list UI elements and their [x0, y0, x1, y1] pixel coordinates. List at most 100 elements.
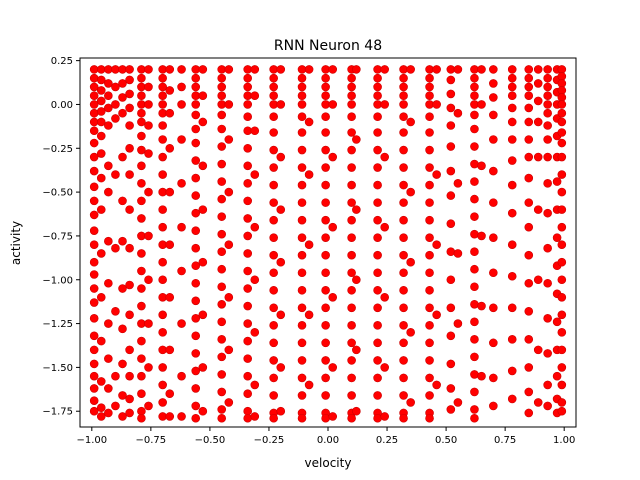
data-point [552, 371, 562, 381]
data-point [125, 170, 134, 179]
data-point [432, 310, 441, 320]
data-point [165, 143, 175, 153]
data-point [373, 128, 382, 137]
data-point [89, 196, 99, 206]
data-point [524, 135, 534, 144]
data-point [470, 177, 479, 186]
data-point [557, 108, 567, 118]
data-point [297, 198, 307, 207]
data-point [191, 226, 201, 235]
data-point [507, 117, 517, 127]
data-point [297, 128, 307, 137]
data-point [191, 138, 201, 148]
data-point [380, 363, 389, 372]
data-point [191, 110, 201, 120]
data-point [507, 82, 517, 92]
data-point [347, 303, 356, 313]
data-point [533, 152, 543, 162]
data-point [432, 65, 441, 74]
data-point [125, 121, 134, 130]
data-point [446, 166, 456, 176]
data-point [297, 100, 307, 109]
data-point [557, 328, 567, 337]
y-tick-label: −1.50 [42, 363, 73, 374]
data-point [158, 91, 167, 100]
data-point [89, 396, 99, 406]
data-point [137, 161, 146, 171]
data-point [144, 65, 153, 74]
data-point [399, 198, 408, 207]
data-point [470, 110, 479, 120]
y-tick-label: −0.75 [42, 231, 73, 242]
data-point [224, 345, 234, 355]
data-point [137, 131, 146, 141]
data-point [158, 257, 167, 267]
data-point [557, 406, 567, 416]
data-point [250, 65, 260, 74]
data-point [352, 135, 361, 144]
data-point [507, 103, 517, 113]
data-point [507, 394, 517, 404]
data-point [432, 240, 441, 249]
data-point [297, 285, 307, 295]
x-tick-label: −1.00 [76, 435, 107, 446]
data-point [489, 110, 498, 120]
data-point [125, 75, 134, 85]
data-point [217, 247, 227, 256]
data-point [269, 82, 278, 92]
data-point [347, 321, 356, 330]
data-point [243, 82, 252, 92]
data-point [543, 179, 552, 188]
data-point [380, 100, 389, 109]
data-point [399, 163, 408, 172]
data-point [89, 384, 99, 393]
data-point [477, 100, 486, 109]
x-tick-label: −0.75 [136, 435, 167, 446]
data-point [89, 166, 99, 176]
data-point [470, 387, 479, 397]
data-point [276, 406, 286, 416]
data-point [304, 310, 314, 320]
data-point [137, 108, 146, 118]
data-point [250, 412, 260, 421]
data-point [321, 338, 330, 348]
data-point [217, 317, 227, 327]
data-point [489, 268, 498, 278]
data-point [89, 284, 99, 293]
data-point [89, 138, 99, 148]
data-point [543, 135, 552, 144]
data-point [489, 338, 498, 348]
data-point [321, 73, 330, 83]
data-point [125, 310, 134, 320]
data-point [89, 226, 99, 235]
data-point [158, 205, 167, 214]
data-point [373, 250, 382, 260]
data-point [177, 266, 186, 276]
data-point [524, 117, 534, 127]
data-point [96, 117, 106, 127]
data-point [158, 135, 167, 144]
data-point [507, 91, 517, 100]
data-point [406, 328, 415, 337]
data-point [347, 128, 356, 137]
data-point [158, 121, 167, 130]
data-point [198, 65, 208, 74]
data-point [217, 110, 227, 120]
data-point [373, 145, 382, 155]
data-point [321, 112, 330, 122]
data-point [304, 65, 314, 74]
data-point [191, 314, 201, 323]
data-point [470, 212, 479, 221]
data-point [89, 91, 99, 100]
data-point [347, 233, 356, 242]
data-point [177, 65, 186, 74]
data-point [104, 91, 113, 100]
data-point [89, 152, 99, 162]
data-point [399, 180, 408, 190]
data-point [477, 231, 486, 241]
data-point [470, 73, 479, 83]
data-point [276, 65, 286, 74]
data-point [243, 143, 252, 153]
data-point [557, 292, 567, 302]
data-point [470, 124, 479, 134]
